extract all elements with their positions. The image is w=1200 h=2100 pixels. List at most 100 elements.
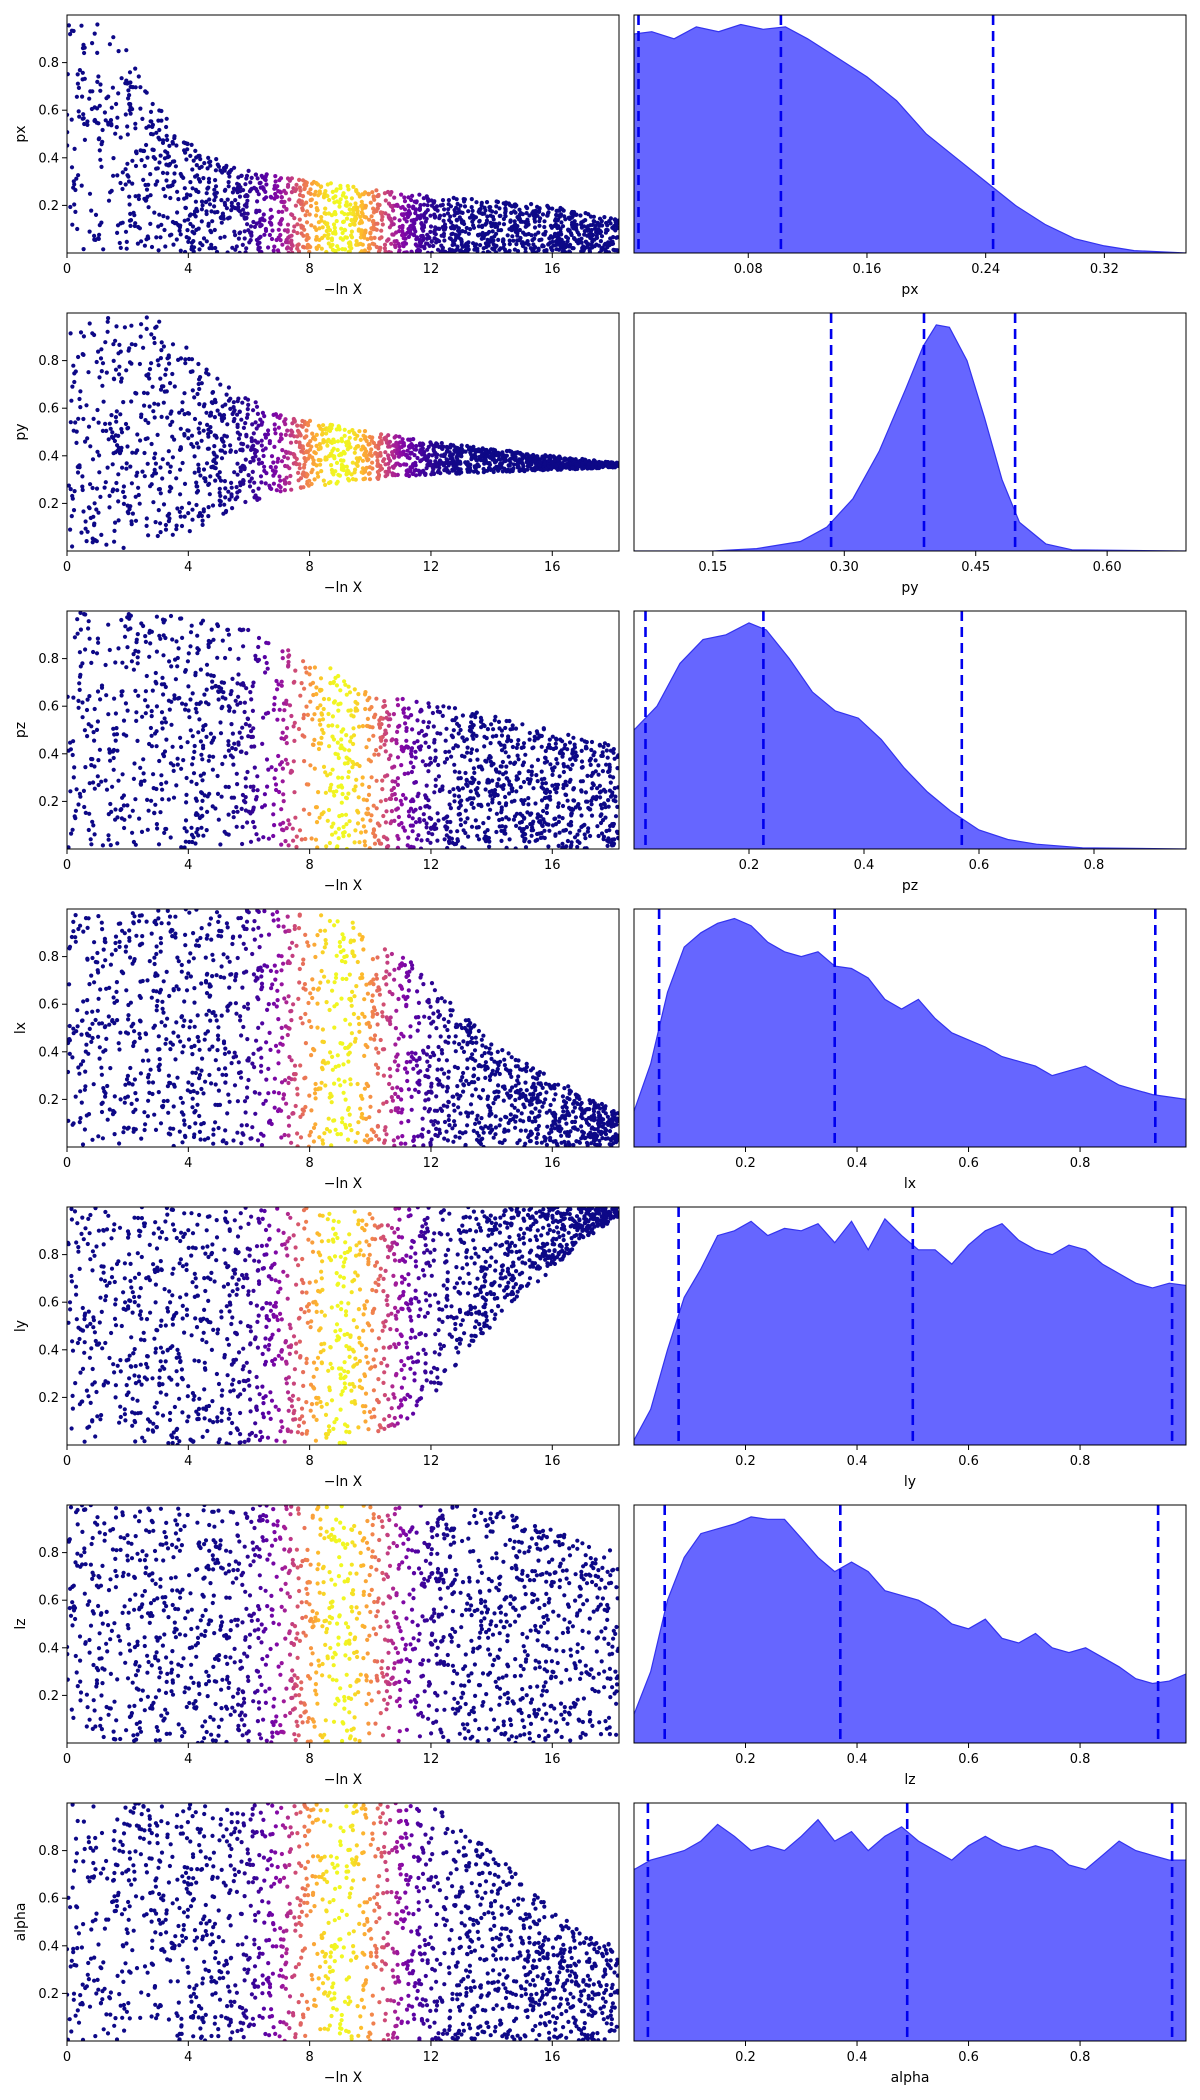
x-tick-label: 0.32	[1090, 262, 1119, 277]
sample-point	[376, 752, 381, 757]
sample-point	[456, 235, 461, 240]
sample-point	[256, 457, 261, 462]
sample-point	[555, 218, 560, 223]
sample-point	[125, 161, 130, 166]
sample-point	[83, 439, 88, 444]
sample-point	[349, 196, 354, 201]
sample-point	[589, 802, 594, 807]
sample-point	[168, 613, 174, 619]
sample-point	[314, 237, 319, 242]
sample-point	[197, 247, 202, 252]
sample-point	[578, 213, 583, 218]
sample-point	[422, 202, 427, 207]
sample-point	[190, 734, 195, 739]
sample-point	[207, 197, 212, 202]
sample-point	[152, 467, 157, 472]
sample-point	[458, 727, 463, 733]
sample-point	[165, 461, 170, 466]
sample-point	[229, 485, 234, 490]
sample-point	[211, 458, 216, 464]
sample-point	[512, 247, 518, 252]
sample-point	[365, 716, 370, 722]
sample-point	[251, 784, 256, 789]
sample-point	[513, 450, 518, 455]
sample-point	[377, 202, 382, 208]
sample-point	[251, 408, 256, 413]
sample-point	[206, 176, 212, 181]
sample-point	[519, 241, 525, 246]
sample-point	[527, 737, 532, 742]
sample-point	[263, 177, 268, 183]
sample-point	[90, 757, 95, 762]
sample-point	[375, 463, 380, 468]
sample-point	[136, 196, 141, 202]
sample-point	[175, 506, 180, 511]
axes-frame	[633, 312, 1187, 552]
sample-point	[548, 234, 554, 239]
sample-point	[387, 216, 392, 221]
sample-point	[272, 186, 277, 191]
sample-point	[554, 463, 559, 468]
sample-point	[519, 819, 525, 825]
sample-point	[196, 426, 201, 431]
sample-point	[75, 226, 80, 232]
sample-point	[520, 453, 525, 458]
sample-point	[279, 807, 284, 812]
sample-point	[526, 769, 531, 774]
sample-point	[172, 136, 177, 141]
sample-point	[283, 432, 288, 437]
sample-point	[600, 223, 605, 228]
sample-point	[158, 465, 163, 470]
sample-point	[183, 205, 188, 210]
sample-point	[542, 776, 547, 781]
sample-point	[196, 361, 201, 367]
sample-point	[359, 203, 364, 208]
sample-point	[124, 48, 129, 53]
sample-point	[586, 826, 591, 831]
sample-point	[236, 207, 241, 212]
sample-point	[600, 750, 605, 755]
sample-point	[485, 468, 490, 473]
sample-point	[161, 344, 166, 349]
sample-point	[107, 493, 112, 498]
sample-point	[334, 219, 339, 224]
sample-point	[110, 462, 115, 467]
sample-point	[341, 831, 346, 836]
sample-point	[245, 198, 250, 203]
sample-point	[414, 443, 419, 449]
sample-point	[96, 758, 101, 763]
sample-point	[556, 819, 562, 825]
sample-point	[110, 85, 115, 90]
sample-point	[273, 465, 278, 470]
sample-point	[160, 140, 166, 145]
sample-point	[563, 217, 568, 222]
sample-point	[96, 510, 101, 515]
sample-point	[330, 189, 335, 194]
sample-point	[385, 189, 391, 195]
sample-point	[158, 356, 163, 361]
sample-point	[98, 356, 104, 361]
sample-point	[458, 452, 464, 457]
sample-point	[473, 468, 479, 473]
sample-point	[558, 214, 563, 219]
sample-point	[570, 224, 575, 229]
sample-point	[151, 772, 156, 777]
sample-point	[98, 697, 103, 702]
sample-point	[427, 704, 432, 709]
sample-point	[496, 228, 501, 233]
sample-point	[110, 430, 115, 435]
sample-point	[321, 706, 326, 712]
sample-point	[92, 786, 97, 791]
sample-point	[556, 804, 561, 810]
sample-point	[141, 390, 147, 395]
sample-point	[218, 382, 223, 387]
sample-point	[472, 770, 477, 776]
sample-point	[227, 647, 233, 652]
sample-point	[545, 203, 550, 208]
sample-point	[114, 732, 120, 737]
sample-point	[307, 478, 312, 483]
sample-point	[507, 248, 512, 253]
sample-point	[165, 171, 170, 176]
sample-point	[421, 235, 426, 240]
sample-point	[178, 467, 183, 472]
